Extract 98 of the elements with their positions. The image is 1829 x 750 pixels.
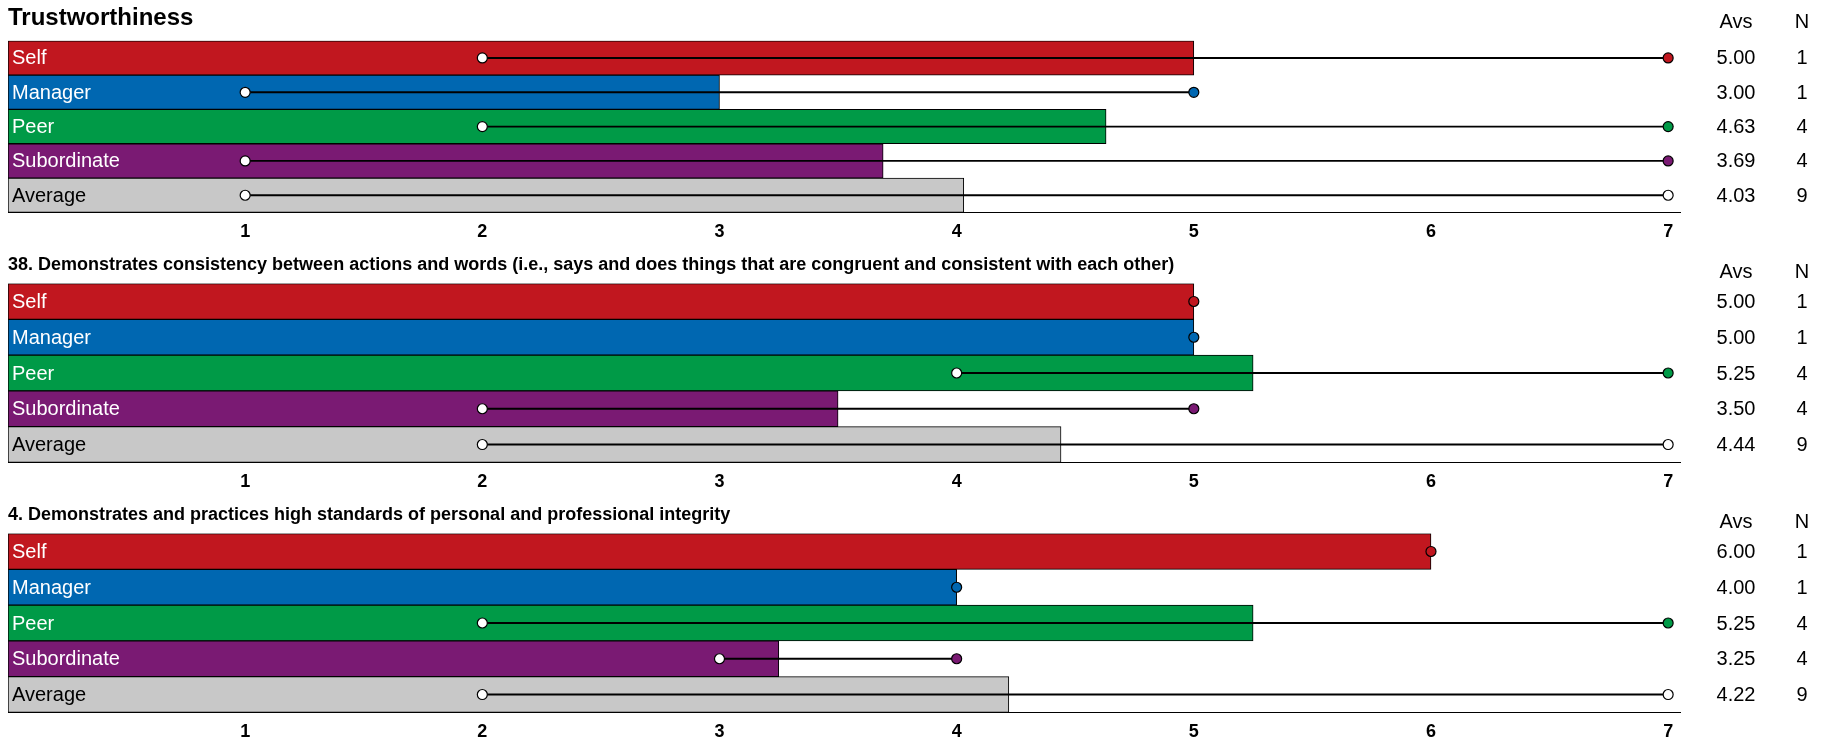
point	[713, 653, 726, 665]
y-tick-label: Subordinate	[12, 149, 120, 172]
point	[476, 438, 488, 451]
x-tick-label: 2	[477, 721, 488, 742]
x-tick-label: 1	[240, 221, 251, 242]
y-tick-label: Peer	[12, 611, 55, 634]
y-tick-label: Subordinate	[12, 647, 120, 670]
text: 9	[1796, 683, 1808, 706]
text: 1	[1796, 80, 1808, 103]
text: 1	[1796, 46, 1808, 69]
data-label: 3.25	[1716, 647, 1756, 670]
text: 4	[1796, 647, 1808, 670]
y-tick-label: Self	[12, 46, 47, 69]
text: Avs	[1719, 509, 1753, 532]
text: 4	[1796, 611, 1808, 634]
chart-title: 38. Demonstrates consistency between actions and words (i.e., says and does things that are congruent and consistent with each other)	[8, 253, 1175, 274]
x-tick-label: 1	[240, 721, 251, 742]
text: 4	[1796, 361, 1808, 384]
x-tick-label: 7	[1663, 471, 1674, 492]
data-label: 4.00	[1716, 575, 1756, 598]
x-tick-label: 7	[1663, 221, 1674, 242]
text: 9	[1796, 433, 1808, 456]
data-label: 3.69	[1716, 149, 1756, 172]
y-tick-label: Average	[12, 433, 87, 456]
point	[476, 52, 488, 64]
text: N	[1794, 9, 1810, 32]
x-tick-label: 5	[1188, 471, 1199, 492]
point	[1662, 617, 1674, 629]
point	[476, 617, 488, 629]
data-label: 4.22	[1716, 683, 1756, 706]
text: 4	[1796, 149, 1808, 172]
data-label: 4.63	[1716, 115, 1756, 138]
text: 1	[1796, 290, 1808, 312]
point	[1188, 295, 1200, 308]
point	[476, 403, 488, 415]
data-label: 3.00	[1716, 80, 1756, 103]
text: 4	[1796, 115, 1808, 138]
point	[1425, 545, 1437, 558]
data-label: 5.00	[1716, 46, 1756, 69]
point	[476, 688, 488, 701]
point	[951, 653, 963, 665]
data-label: 3.50	[1716, 397, 1756, 420]
y-tick-label: Manager	[12, 325, 92, 348]
x-tick-label: 2	[477, 471, 488, 492]
text: Avs	[1719, 259, 1753, 282]
chart-title: 4. Demonstrates and practices high standards of personal and professional integrity	[8, 503, 731, 524]
x-tick-label: 5	[1188, 221, 1199, 242]
text: 9	[1796, 183, 1808, 206]
x-tick-label: 3	[714, 221, 725, 242]
data-label: 4.44	[1716, 433, 1756, 456]
data-label: 4.03	[1716, 183, 1756, 206]
text: 1	[1796, 325, 1808, 348]
point	[1662, 155, 1674, 167]
x-tick-label: 4	[951, 221, 962, 242]
text: 1	[1796, 540, 1808, 562]
y-tick-label: Self	[12, 290, 47, 312]
point	[1188, 86, 1200, 98]
point	[1662, 367, 1674, 379]
x-tick-label: 4	[951, 721, 962, 742]
x-tick-label: 7	[1663, 721, 1674, 742]
x-tick-label: 3	[714, 721, 725, 742]
point	[1662, 52, 1674, 64]
point	[951, 367, 963, 379]
text: 1	[1796, 575, 1808, 598]
point	[239, 189, 251, 201]
y-tick-label: Peer	[12, 115, 55, 138]
point	[1662, 121, 1674, 133]
x-tick-label: 5	[1188, 721, 1199, 742]
point	[1188, 331, 1200, 343]
x-tick-label: 3	[714, 471, 725, 492]
text: N	[1794, 509, 1810, 532]
point	[476, 121, 488, 133]
y-tick-label: Average	[12, 683, 87, 706]
point	[239, 86, 251, 98]
data-label: 5.00	[1716, 290, 1756, 312]
x-tick-label: 6	[1425, 471, 1436, 492]
chart-title: Trustworthiness	[8, 3, 194, 31]
data-label: 5.25	[1716, 361, 1756, 384]
text: 4	[1796, 397, 1808, 420]
point	[951, 581, 963, 593]
text: N	[1794, 259, 1810, 282]
y-tick-label: Manager	[12, 575, 92, 598]
x-tick-label: 6	[1425, 721, 1436, 742]
data-label: 5.25	[1716, 611, 1756, 634]
text: Avs	[1719, 9, 1753, 32]
y-tick-label: Manager	[12, 80, 92, 103]
y-tick-label: Peer	[12, 361, 55, 384]
x-tick-label: 1	[240, 471, 251, 492]
point	[1188, 403, 1200, 415]
x-tick-label: 4	[951, 471, 962, 492]
data-label: 6.00	[1716, 540, 1756, 562]
y-tick-label: Self	[12, 540, 47, 562]
x-tick-label: 2	[477, 221, 488, 242]
y-tick-label: Subordinate	[12, 397, 120, 420]
x-tick-label: 6	[1425, 221, 1436, 242]
y-tick-label: Average	[12, 183, 87, 206]
data-label: 5.00	[1716, 325, 1756, 348]
point	[239, 155, 251, 167]
